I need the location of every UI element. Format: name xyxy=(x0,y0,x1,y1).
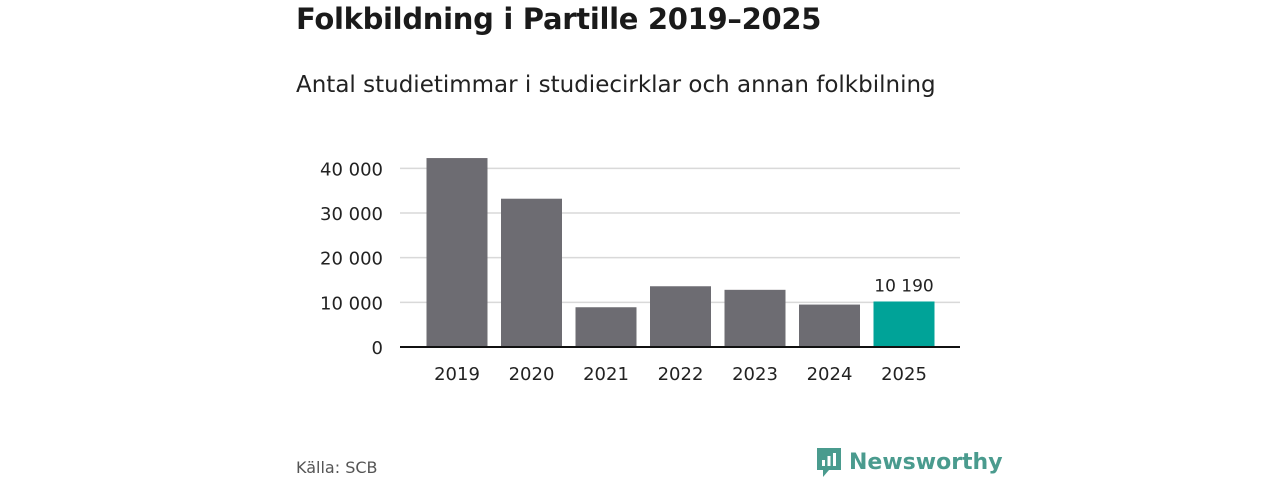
y-tick-label: 30 000 xyxy=(320,204,383,225)
x-tick-label: 2021 xyxy=(583,364,629,385)
x-tick-label: 2020 xyxy=(509,364,555,385)
x-axis-ticks: 2019 2020 2021 2022 2023 2024 2025 xyxy=(434,364,927,385)
chart-title: Folkbildning i Partille 2019–2025 xyxy=(296,2,822,36)
y-tick-label: 20 000 xyxy=(320,249,383,270)
y-tick-label: 10 000 xyxy=(320,293,383,314)
y-tick-label: 40 000 xyxy=(320,159,383,180)
data-labels: 10 190 xyxy=(874,276,933,296)
data-label: 10 190 xyxy=(874,276,933,296)
y-tick-label: 0 xyxy=(372,338,383,359)
bar-2023 xyxy=(724,289,786,347)
chart-subtitle: Antal studietimmar i studiecirklar och a… xyxy=(296,72,936,98)
bar-2024 xyxy=(799,304,860,347)
bar-2021 xyxy=(575,307,637,347)
bar-2020 xyxy=(501,198,562,347)
brand-logo: Newsworthy xyxy=(815,446,1003,478)
bar-2025 xyxy=(873,301,935,347)
y-axis-ticks: 0 10 000 20 000 30 000 40 000 xyxy=(320,159,383,359)
x-tick-label: 2019 xyxy=(434,364,480,385)
x-tick-label: 2024 xyxy=(807,364,853,385)
bar-2019 xyxy=(426,158,488,347)
bars xyxy=(426,158,935,347)
bar-chart-speech-bubble-icon xyxy=(817,448,841,477)
x-tick-label: 2022 xyxy=(658,364,704,385)
source-note: Källa: SCB xyxy=(296,458,378,477)
bar-2022 xyxy=(650,286,711,347)
x-tick-label: 2025 xyxy=(881,364,927,385)
x-tick-label: 2023 xyxy=(732,364,778,385)
brand-name: Newsworthy xyxy=(849,449,1003,475)
